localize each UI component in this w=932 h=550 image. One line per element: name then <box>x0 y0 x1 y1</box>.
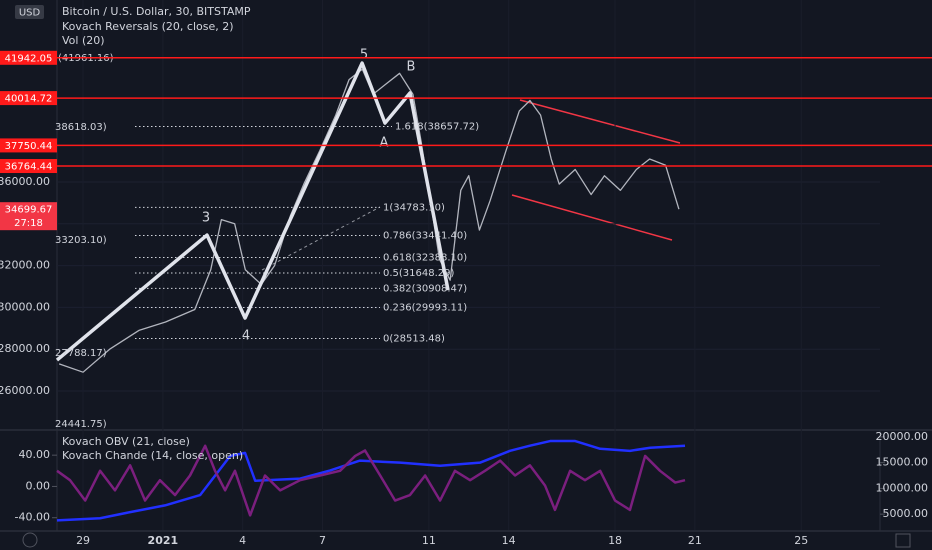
y-tick-label: -40.00 <box>15 511 50 524</box>
indicator-label: Vol (20) <box>62 34 105 47</box>
auto-scale-icon[interactable] <box>895 533 911 548</box>
y-tick-label: 40.00 <box>19 448 51 461</box>
y2-tick-label: 10000.00 <box>876 481 929 494</box>
clipped-label: 33203.10) <box>55 235 107 246</box>
clipped-label: 24441.75) <box>55 419 107 430</box>
wave-label: 4 <box>242 329 250 344</box>
level-badge <box>0 91 57 106</box>
fib-label: 0.5(31648.29) <box>383 268 455 279</box>
current-price: 34699.67 <box>5 205 53 216</box>
wave-label: A <box>380 136 389 151</box>
level-badge <box>0 50 57 65</box>
countdown: 27:18 <box>14 218 43 229</box>
plot-area <box>55 0 880 530</box>
level-label: 41942.05 <box>5 53 53 64</box>
y-tick-label: 30000.00 <box>0 300 50 313</box>
wave-label: 3 <box>202 211 210 226</box>
fib-label: 0.618(32388.10) <box>383 252 467 263</box>
fib-label: 0.786(33441.40) <box>383 230 467 241</box>
y2-tick-label: 20000.00 <box>876 430 929 443</box>
indicator-label: Kovach Reversals (20, close, 2) <box>62 20 234 33</box>
wave-label: 5 <box>360 48 368 63</box>
y-tick-label: 28000.00 <box>0 342 50 355</box>
fib-label: 0.382(30908.47) <box>383 283 467 294</box>
channel-line <box>511 194 673 241</box>
series-line <box>56 444 686 517</box>
y2-tick-label: 15000.00 <box>876 456 929 469</box>
x-tick-label: 7 <box>319 534 326 547</box>
y-tick-label: 32000.00 <box>0 259 50 272</box>
legend-entry: Kovach Chande (14, close, open) <box>62 449 243 462</box>
level-badge <box>0 159 57 174</box>
fib-label: 1(34783.10) <box>383 202 445 213</box>
x-tick-label: 4 <box>239 534 246 547</box>
x-tick-label: 11 <box>422 534 436 547</box>
series-line <box>56 439 686 522</box>
clipped-label: 38618.03) <box>55 122 107 133</box>
legend-entry: Kovach OBV (21, close) <box>62 435 190 448</box>
fib-label: 1.618(38657.72) <box>395 121 479 132</box>
projection-line <box>261 206 381 271</box>
level-label: 40014.72 <box>5 94 53 105</box>
level-label: 36764.44 <box>5 162 53 173</box>
currency: USD <box>19 8 41 19</box>
series-line <box>55 61 450 362</box>
x-tick-label: 25 <box>794 534 808 547</box>
y-tick-label: 36000.00 <box>0 175 50 188</box>
x-tick-label: 14 <box>502 534 516 547</box>
x-tick-label: 21 <box>688 534 702 547</box>
price-badge <box>0 202 57 231</box>
fib-label: 0.236(29993.11) <box>383 303 467 314</box>
fib-label: 0(28513.48) <box>383 333 445 344</box>
currency-badge <box>15 5 44 19</box>
level-label: 37750.44 <box>5 141 53 152</box>
series-line <box>58 68 680 373</box>
y-tick-label: 0.00 <box>26 479 51 492</box>
chart-title: Bitcoin / U.S. Dollar, 30, BITSTAMP <box>62 5 251 18</box>
clipped-label: 27788.17) <box>55 348 107 359</box>
y-tick-label: 26000.00 <box>0 384 50 397</box>
x-tick-label: 2021 <box>148 534 179 547</box>
wave-label: B <box>407 60 416 75</box>
x-tick-label: 18 <box>608 534 622 547</box>
x-tick-label: 29 <box>76 534 90 547</box>
y2-tick-label: 5000.00 <box>883 507 929 520</box>
level-badge <box>0 138 57 153</box>
timezone-icon[interactable] <box>22 532 38 548</box>
channel-line <box>519 99 681 144</box>
